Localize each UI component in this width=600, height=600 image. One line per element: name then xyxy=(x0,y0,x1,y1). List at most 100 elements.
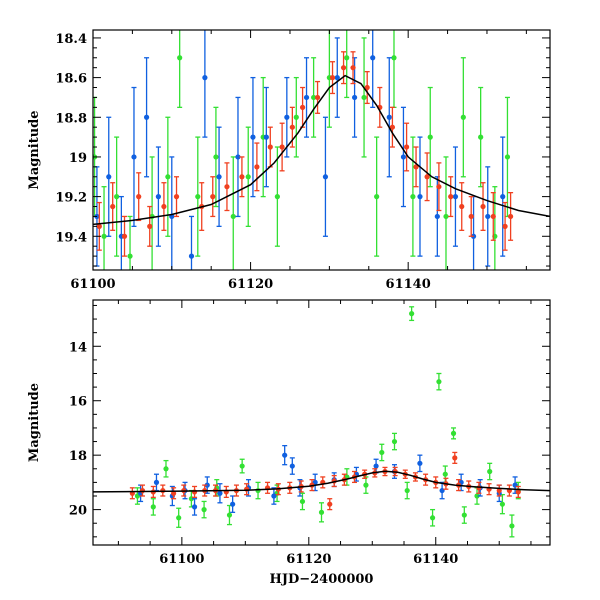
data-point xyxy=(176,507,182,528)
data-point xyxy=(230,156,236,270)
data-point xyxy=(443,156,449,270)
y-tick-label: 18.8 xyxy=(55,111,87,126)
point-marker xyxy=(363,482,369,488)
point-marker xyxy=(271,493,277,499)
data-point xyxy=(204,476,210,494)
point-marker xyxy=(468,213,474,220)
data-point xyxy=(171,487,177,500)
point-marker xyxy=(327,501,333,507)
data-point xyxy=(230,495,236,513)
data-point xyxy=(233,484,240,497)
point-marker xyxy=(210,194,216,200)
point-marker xyxy=(442,471,448,477)
point-marker xyxy=(239,174,245,180)
data-point xyxy=(350,51,356,85)
point-marker xyxy=(351,94,358,101)
point-marker xyxy=(400,154,407,160)
data-point xyxy=(153,473,160,492)
data-point xyxy=(226,504,233,526)
data-point xyxy=(318,502,325,523)
data-point xyxy=(188,215,195,270)
point-marker xyxy=(165,174,171,180)
data-point xyxy=(417,136,423,257)
point-marker xyxy=(191,489,198,495)
data-point xyxy=(386,57,392,178)
data-point xyxy=(216,126,222,228)
data-point xyxy=(165,116,171,237)
point-marker xyxy=(293,114,299,120)
point-marker xyxy=(289,463,295,469)
data-point xyxy=(312,473,318,492)
point-marker xyxy=(303,94,310,101)
data-point xyxy=(377,86,383,128)
point-marker xyxy=(279,144,285,150)
data-point xyxy=(370,30,376,109)
data-point xyxy=(163,459,169,478)
point-marker xyxy=(504,154,511,160)
data-point xyxy=(210,176,216,218)
point-marker xyxy=(224,184,230,190)
point-marker xyxy=(350,65,356,71)
point-marker xyxy=(370,55,376,61)
point-marker xyxy=(403,144,410,150)
data-point xyxy=(169,156,175,270)
x-tick-label: 61120 xyxy=(228,277,273,292)
data-point xyxy=(201,500,207,519)
data-point xyxy=(504,96,511,218)
point-marker xyxy=(284,114,290,120)
data-point xyxy=(147,205,153,247)
point-marker xyxy=(322,174,329,180)
model-curve xyxy=(93,470,550,493)
x-tick-label: 61120 xyxy=(286,552,331,567)
point-marker xyxy=(267,144,273,150)
data-point xyxy=(329,61,336,95)
point-marker xyxy=(147,223,153,229)
point-marker xyxy=(485,213,491,220)
point-marker xyxy=(217,490,223,496)
data-point xyxy=(239,458,245,474)
data-point xyxy=(391,30,397,109)
data-point xyxy=(403,122,410,172)
data-point xyxy=(161,182,167,231)
data-point xyxy=(191,485,198,499)
data-point xyxy=(506,484,512,497)
point-marker xyxy=(250,134,256,140)
point-marker xyxy=(121,233,128,239)
point-marker xyxy=(459,203,465,210)
point-marker xyxy=(106,174,112,180)
data-point xyxy=(409,306,415,322)
data-point xyxy=(289,457,295,475)
data-point xyxy=(508,191,514,241)
point-marker xyxy=(448,194,454,200)
point-marker xyxy=(424,174,430,180)
point-marker xyxy=(136,194,142,200)
data-point xyxy=(299,492,306,511)
data-point xyxy=(202,30,208,138)
point-marker xyxy=(226,512,233,518)
point-marker xyxy=(239,463,245,469)
point-marker xyxy=(195,194,201,200)
point-marker xyxy=(436,379,442,385)
data-point xyxy=(439,481,445,500)
point-marker xyxy=(311,94,317,101)
point-marker xyxy=(410,194,416,200)
point-marker xyxy=(213,154,219,160)
point-marker xyxy=(230,501,236,507)
data-point xyxy=(121,215,128,257)
data-point xyxy=(114,136,120,257)
data-point xyxy=(284,76,290,158)
data-point xyxy=(101,186,107,270)
data-point xyxy=(490,191,496,241)
data-point xyxy=(344,30,350,99)
x-tick-label: 61140 xyxy=(413,552,458,567)
data-point xyxy=(450,427,457,440)
y-tick-label: 18 xyxy=(69,449,87,464)
x-tick-label: 61140 xyxy=(386,277,431,292)
point-marker xyxy=(490,213,496,220)
data-point xyxy=(496,484,502,497)
point-marker xyxy=(188,253,195,259)
point-marker xyxy=(202,75,208,81)
data-point xyxy=(424,152,430,202)
point-marker xyxy=(474,493,480,499)
point-marker xyxy=(127,253,133,259)
